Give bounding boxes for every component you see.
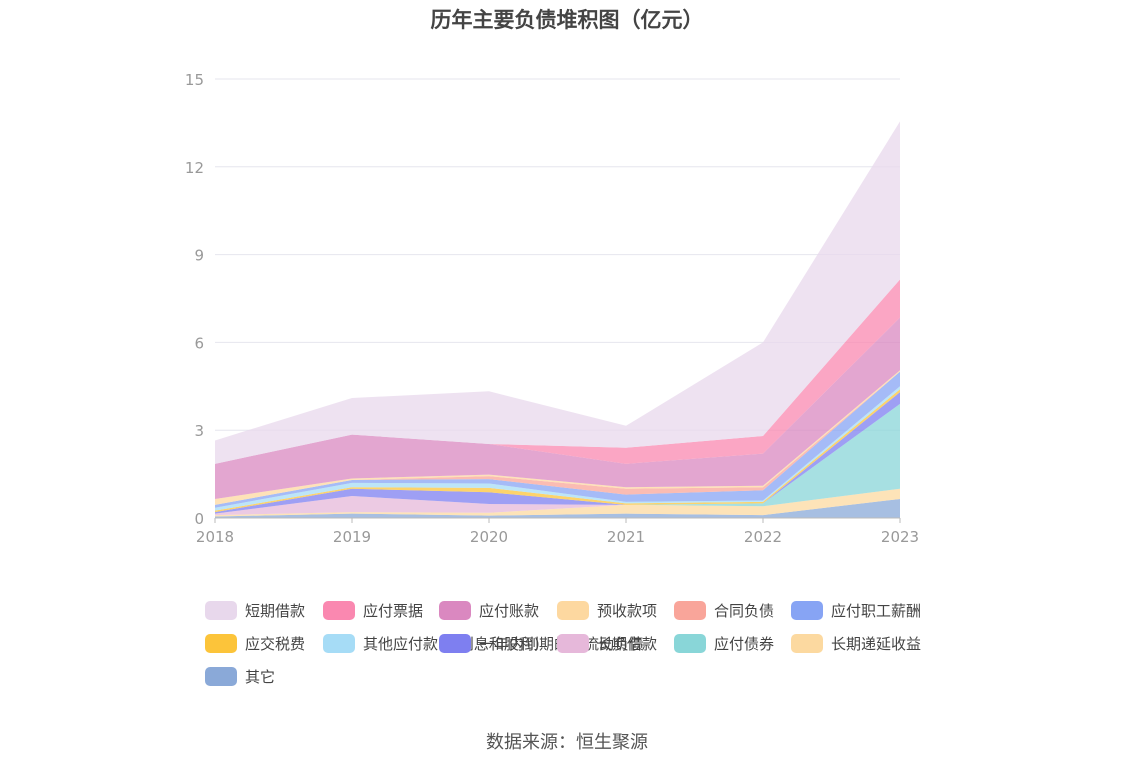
legend-label: 应交税费 <box>245 634 306 653</box>
area-series <box>215 389 900 513</box>
area-series <box>215 386 900 511</box>
legend-label: 长期借款 <box>597 634 658 653</box>
legend-item[interactable]: 预收款项 <box>557 598 657 622</box>
y-tick-label: 9 <box>194 247 204 265</box>
legend-label: 应付债券 <box>714 634 775 653</box>
y-tick-label: 15 <box>185 71 204 89</box>
legend-swatch <box>323 600 355 620</box>
legend-item[interactable]: 应付票据 <box>323 598 423 622</box>
legend-label: 其它 <box>245 667 276 686</box>
legend-item[interactable]: 应交税费 <box>205 631 305 655</box>
legend-item[interactable]: 合同负债 <box>674 598 774 622</box>
legend-swatch <box>205 666 237 686</box>
legend-label: 长期递延收益 <box>831 634 922 653</box>
legend-label: 应付账款 <box>479 601 540 620</box>
data-source-note: 数据来源：恒生聚源 <box>486 732 648 753</box>
x-tick-label: 2019 <box>333 528 371 546</box>
legend-swatch <box>323 633 355 653</box>
area-series <box>215 370 900 505</box>
legend-item[interactable]: 应付债券 <box>674 631 774 655</box>
area-series <box>215 488 900 517</box>
y-tick-label: 6 <box>194 334 204 352</box>
legend-label: 应付票据 <box>363 601 424 620</box>
x-tick-label: 2023 <box>881 528 919 546</box>
x-tick-label: 2018 <box>196 528 234 546</box>
legend-swatch <box>439 633 471 653</box>
y-tick-label: 0 <box>194 510 204 528</box>
chart-title: 历年主要负债堆积图（亿元） <box>430 8 704 32</box>
area-series <box>215 121 900 464</box>
legend-swatch <box>557 600 589 620</box>
legend-swatch <box>205 633 237 653</box>
legend-item[interactable]: 其它 <box>205 664 275 688</box>
x-tick-label: 2020 <box>470 528 508 546</box>
legend-label: 预收款项 <box>597 601 658 620</box>
area-series <box>215 498 900 518</box>
y-tick-label: 12 <box>185 159 204 177</box>
x-tick-label: 2021 <box>607 528 645 546</box>
area-series <box>215 392 900 514</box>
legend-swatch <box>439 600 471 620</box>
legend-item[interactable]: 长期借款 <box>557 631 657 655</box>
area-series <box>215 317 900 499</box>
legend-swatch <box>557 633 589 653</box>
legend-label: 短期借款 <box>245 601 306 620</box>
x-tick-label: 2022 <box>744 528 782 546</box>
legend-swatch <box>791 600 823 620</box>
area-series <box>215 371 900 508</box>
legend-swatch <box>205 600 237 620</box>
legend-item[interactable]: 长期递延收益 <box>791 631 921 655</box>
legend-item[interactable]: 应付职工薪酬 <box>791 598 921 622</box>
legend-label: 合同负债 <box>714 601 775 620</box>
legend-label: 应付职工薪酬 <box>831 601 922 620</box>
legend-swatch <box>674 600 706 620</box>
legend-swatch <box>791 633 823 653</box>
legend-item[interactable]: 应付账款 <box>439 598 539 622</box>
stacked-area-chart: 0 3 6 9 12 15 2018 2019 2020 2021 2022 2023 <box>185 71 919 546</box>
legend-item[interactable]: 短期借款 <box>205 598 305 622</box>
legend-swatch <box>674 633 706 653</box>
y-tick-label: 3 <box>194 422 204 440</box>
